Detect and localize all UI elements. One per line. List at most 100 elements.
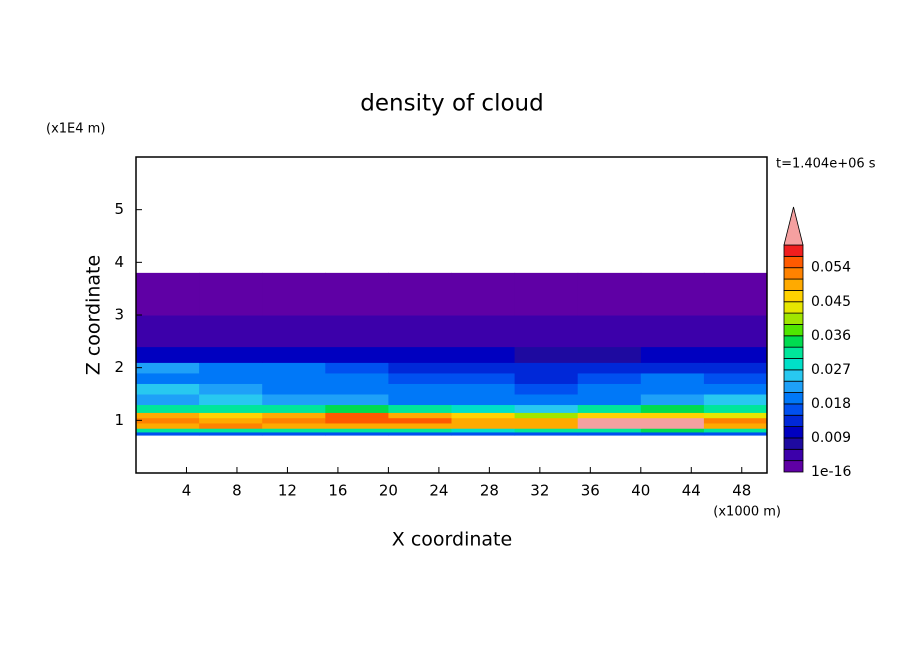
x-unit: (x1000 m) bbox=[713, 505, 781, 520]
contour-cell bbox=[703, 383, 768, 395]
contour-cell bbox=[451, 394, 516, 406]
colorbar-box bbox=[783, 244, 804, 257]
x-tick-label: 24 bbox=[429, 482, 448, 500]
colorbar-label: 1e-16 bbox=[811, 464, 851, 480]
contour-cell bbox=[262, 315, 326, 348]
x-tick-label: 12 bbox=[278, 482, 297, 500]
contour-cell bbox=[451, 431, 516, 436]
contour-cell bbox=[640, 394, 705, 406]
colorbar-over bbox=[783, 206, 804, 246]
colorbar-box bbox=[783, 414, 804, 428]
contour-cell bbox=[199, 272, 263, 316]
contour-cell bbox=[577, 428, 642, 433]
contour-cell bbox=[514, 362, 579, 374]
x-tick-label: 48 bbox=[732, 482, 751, 500]
colorbar-box bbox=[783, 369, 804, 382]
contour-cell bbox=[514, 383, 579, 395]
contour-cell bbox=[703, 315, 768, 348]
contour-cell bbox=[199, 394, 263, 406]
contour-cell bbox=[325, 346, 389, 363]
contour-cell bbox=[703, 394, 768, 406]
x-tick-label: 32 bbox=[530, 482, 549, 500]
colorbar-box bbox=[783, 278, 804, 291]
contour-cell bbox=[388, 428, 452, 433]
contour-cell bbox=[388, 412, 452, 419]
contour-cell bbox=[577, 431, 642, 436]
y-tick-label: 3 bbox=[114, 306, 124, 324]
contour-cell bbox=[451, 404, 516, 413]
contour-cell bbox=[640, 383, 705, 395]
contour-cell bbox=[136, 417, 200, 424]
contour-cell bbox=[703, 431, 768, 436]
x-tick-label: 36 bbox=[581, 482, 600, 500]
contour-cell bbox=[325, 383, 389, 395]
y-unit: (x1E4 m) bbox=[46, 122, 105, 137]
contour-cell bbox=[262, 272, 326, 316]
contour-cell bbox=[262, 417, 326, 424]
contour-cell bbox=[577, 362, 642, 374]
colorbar-box bbox=[783, 426, 804, 439]
y-axis-title: Z coordinate bbox=[83, 255, 105, 375]
contour-cell bbox=[388, 383, 452, 395]
contour-cell bbox=[388, 315, 452, 348]
x-tick-label: 4 bbox=[182, 482, 192, 500]
colorbar-box bbox=[783, 460, 804, 473]
colorbar-box bbox=[783, 289, 804, 303]
contour-cell bbox=[577, 404, 642, 413]
contour-cell bbox=[514, 412, 579, 419]
contour-cell bbox=[136, 383, 200, 395]
contour-cell bbox=[577, 272, 642, 316]
contour-cell bbox=[262, 428, 326, 433]
contour-cell bbox=[199, 372, 263, 384]
colorbar-box bbox=[783, 255, 804, 269]
contour-cell bbox=[514, 272, 579, 316]
colorbar-label: 0.036 bbox=[811, 328, 851, 344]
contour-cell bbox=[451, 346, 516, 363]
contour-cell bbox=[514, 315, 579, 348]
contour-cell bbox=[703, 372, 768, 384]
x-tick-label: 40 bbox=[631, 482, 650, 500]
contour-cell bbox=[262, 372, 326, 384]
contour-cell bbox=[136, 272, 200, 316]
colorbar-label: 0.027 bbox=[811, 362, 851, 378]
contour-cell bbox=[388, 417, 452, 424]
contour-cell bbox=[199, 431, 263, 436]
contour-cell bbox=[388, 404, 452, 413]
contour-cell bbox=[136, 428, 200, 433]
contour-cell bbox=[577, 412, 642, 419]
contour-cell bbox=[451, 362, 516, 374]
contour-cell bbox=[514, 431, 579, 436]
contour-cell bbox=[388, 372, 452, 384]
contour-cell bbox=[388, 362, 452, 374]
contour-cell bbox=[514, 346, 579, 363]
colorbar-box bbox=[783, 392, 804, 405]
x-tick-label: 28 bbox=[480, 482, 499, 500]
colorbar-label: 0.045 bbox=[811, 294, 851, 310]
contour-cell bbox=[136, 346, 200, 363]
contour-cell bbox=[577, 394, 642, 406]
contour-cell bbox=[514, 417, 579, 424]
contour-cell bbox=[136, 404, 200, 413]
x-tick-label: 8 bbox=[232, 482, 242, 500]
contour-cell bbox=[451, 383, 516, 395]
time-label: t=1.404e+06 s bbox=[776, 157, 876, 172]
contour-cell bbox=[199, 412, 263, 419]
contour-cell bbox=[514, 404, 579, 413]
contour-cell bbox=[136, 315, 200, 348]
x-axis-title: X coordinate bbox=[392, 529, 512, 551]
colorbar-label: 0.009 bbox=[811, 430, 851, 446]
contour-cell bbox=[451, 412, 516, 419]
contour-cell bbox=[136, 431, 200, 436]
x-tick-label: 16 bbox=[328, 482, 347, 500]
contour-cell bbox=[199, 422, 263, 429]
contour-cell bbox=[514, 394, 579, 406]
contour-cell bbox=[640, 362, 705, 374]
contour-cell bbox=[325, 315, 389, 348]
contour-cell bbox=[640, 412, 705, 419]
contour-cell bbox=[703, 422, 768, 429]
colorbar-box bbox=[783, 346, 804, 359]
contour-cell bbox=[388, 394, 452, 406]
x-tick-label: 44 bbox=[682, 482, 701, 500]
